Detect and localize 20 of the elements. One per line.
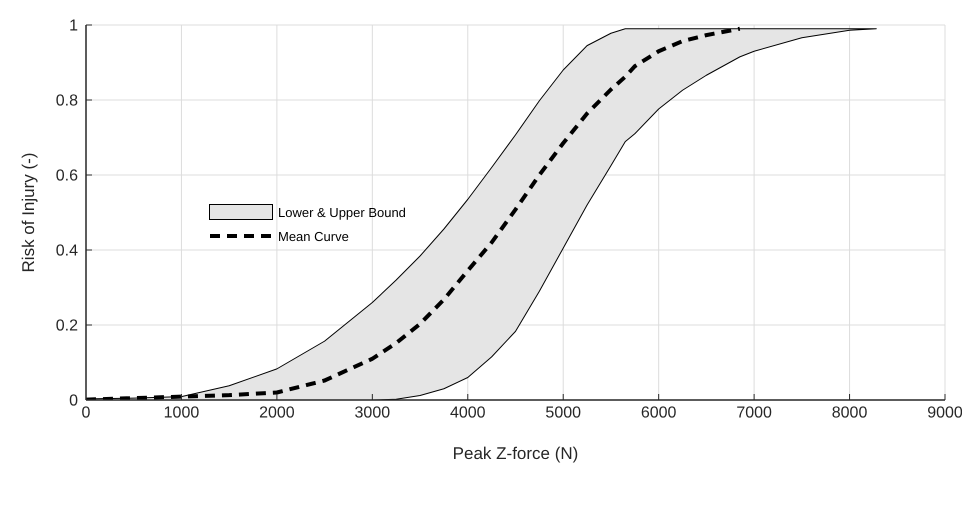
annotation: Lower & Upper Bound bbox=[278, 204, 406, 220]
x-tick-label: 7000 bbox=[736, 404, 772, 422]
x-tick-label: 5000 bbox=[545, 404, 582, 422]
y-tick-label: 0.6 bbox=[56, 168, 78, 185]
x-tick-label: 1000 bbox=[164, 404, 200, 422]
x-tick-label: 9000 bbox=[927, 404, 963, 422]
y-tick-label: 0.2 bbox=[56, 318, 78, 335]
legend-label: Mean Curve bbox=[278, 228, 349, 244]
x-tick-label: 6000 bbox=[640, 404, 677, 422]
x-tick-label: 4000 bbox=[450, 404, 486, 422]
x-tick-label: 2000 bbox=[259, 404, 295, 422]
x-tick-label: 0 bbox=[82, 404, 91, 422]
x-tick-label: 3000 bbox=[354, 404, 390, 422]
x-tick-label: 8000 bbox=[832, 404, 868, 422]
y-tick-label: 0.8 bbox=[56, 92, 78, 110]
y-axis-title: Risk of Injury (-) bbox=[19, 152, 38, 272]
y-tick-label: 0.4 bbox=[56, 242, 78, 260]
y-tick-label: 1 bbox=[69, 18, 78, 35]
y-tick-label: 0 bbox=[69, 392, 78, 410]
x-axis-title: Peak Z-force (N) bbox=[452, 444, 578, 463]
